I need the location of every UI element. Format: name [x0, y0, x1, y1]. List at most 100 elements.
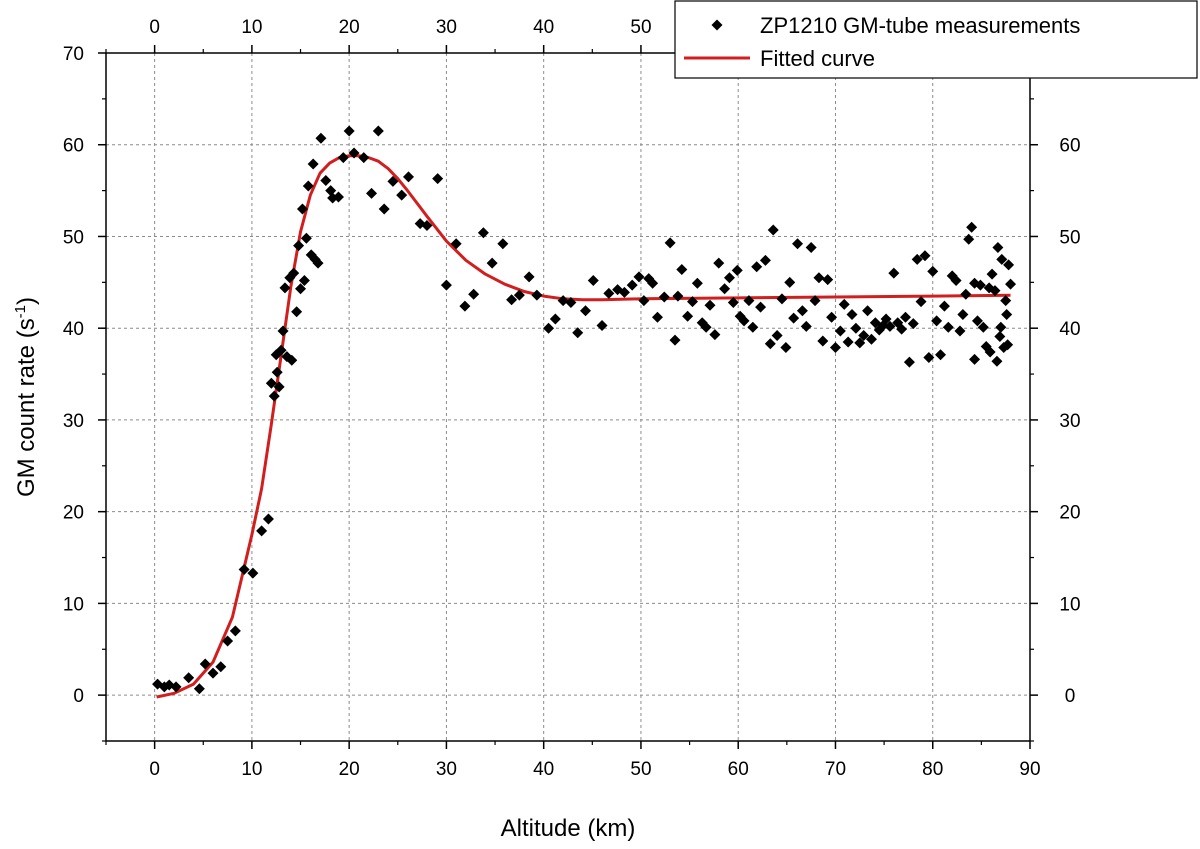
measurement-point: [759, 254, 771, 266]
measurement-point: [658, 291, 670, 303]
measurement-point: [842, 336, 854, 348]
measurement-point: [672, 290, 684, 302]
measurement-point: [747, 321, 759, 333]
measurement-points-layer: [152, 125, 1017, 695]
measurement-point: [557, 295, 569, 307]
measurement-point: [277, 325, 289, 337]
legend: ZP1210 GM-tube measurements Fitted curve: [674, 0, 1198, 79]
measurement-point: [858, 330, 870, 342]
measurement-point: [896, 323, 908, 335]
measurement-point: [822, 274, 834, 286]
measurement-point: [440, 279, 452, 291]
measurement-point: [676, 263, 688, 275]
measurement-point: [989, 285, 1001, 297]
x-tick-label: 80: [922, 759, 943, 780]
measurement-point: [751, 261, 763, 273]
measurement-point: [755, 301, 767, 313]
y-right-tick-label: 60: [1059, 136, 1080, 157]
legend-box: [674, 0, 1198, 79]
measurement-point: [727, 297, 739, 309]
measurement-point: [565, 297, 577, 309]
measurement-point: [957, 308, 969, 320]
measurement-point: [966, 221, 978, 233]
measurement-point: [911, 253, 923, 265]
measurement-point: [935, 349, 947, 361]
measurement-point: [477, 227, 489, 239]
measurement-point: [764, 338, 776, 350]
measurement-point: [618, 286, 630, 298]
measurement-point: [991, 355, 1003, 367]
measurement-point: [286, 354, 298, 366]
measurement-point: [307, 158, 319, 170]
y-tick-label: 60: [63, 136, 84, 157]
measurement-point: [950, 274, 962, 286]
measurement-point: [432, 173, 444, 185]
measurement-point: [638, 295, 650, 307]
measurement-point: [302, 180, 314, 192]
measurement-point: [888, 267, 900, 279]
measurement-point: [829, 341, 841, 353]
measurement-point: [295, 283, 307, 295]
measurement-point: [984, 346, 996, 358]
measurement-point: [459, 300, 471, 312]
y-axis-title: GM count rate (s-1): [12, 297, 40, 497]
measurement-point: [1001, 308, 1013, 320]
measurement-point: [713, 257, 725, 269]
x-top-tick-label: 40: [533, 17, 554, 38]
measurement-point: [1005, 278, 1017, 290]
measurement-point: [265, 377, 277, 389]
measurement-point: [572, 327, 584, 339]
measurement-point: [800, 320, 812, 332]
measurement-point: [971, 315, 983, 327]
measurement-point: [238, 563, 250, 575]
measurement-point: [792, 238, 804, 250]
measurement-point: [378, 203, 390, 215]
measurement-point: [942, 321, 954, 333]
measurement-point: [486, 257, 498, 269]
grid-layer: [106, 53, 1030, 741]
x-tick-label: 20: [339, 759, 360, 780]
measurement-point: [954, 325, 966, 337]
measurement-point: [549, 313, 561, 325]
measurement-point: [969, 353, 981, 365]
x-tick-label: 50: [630, 759, 651, 780]
x-tick-label: 30: [436, 759, 457, 780]
measurement-point: [938, 300, 950, 312]
measurement-point: [771, 330, 783, 342]
x-tick-label: 90: [1019, 759, 1040, 780]
measurement-point: [332, 191, 344, 203]
measurement-point: [298, 274, 310, 286]
x-top-tick-label: 30: [436, 17, 457, 38]
measurement-point: [421, 219, 433, 231]
measurement-point: [275, 344, 287, 356]
measurement-point: [738, 315, 750, 327]
y-tick-label: 50: [63, 227, 84, 248]
tick-layer: 0 10 20 30 40 50 60 70 80 90 0 10 20 30 40 50 0 10 20 30 40 5…: [63, 17, 1081, 780]
measurement-point: [669, 334, 681, 346]
measurement-point: [743, 295, 755, 307]
measurement-point: [809, 295, 821, 307]
measurement-point: [343, 125, 355, 137]
x-tick-label: 10: [241, 759, 262, 780]
y-right-tick-label: 50: [1059, 227, 1080, 248]
measurement-point: [994, 330, 1006, 342]
measurement-point: [271, 366, 283, 378]
fitted-curve-layer: [156, 154, 1011, 699]
measurement-point: [900, 311, 912, 323]
measurement-point: [995, 321, 1007, 333]
measurement-point: [651, 311, 663, 323]
measurement-point: [709, 329, 721, 341]
measurement-point: [256, 525, 268, 537]
measurement-point: [854, 337, 866, 349]
measurement-point: [506, 294, 518, 306]
measurement-point: [862, 305, 874, 317]
measurement-point: [268, 390, 280, 402]
measurement-point: [903, 356, 915, 368]
measurement-point: [199, 658, 211, 670]
y-right-tick-label: 0: [1065, 686, 1076, 707]
measurement-point: [884, 320, 896, 332]
legend-label-measurements: ZP1210 GM-tube measurements: [760, 13, 1080, 38]
measurement-point: [907, 318, 919, 330]
measurement-point: [580, 305, 592, 317]
measurement-point: [215, 661, 227, 673]
